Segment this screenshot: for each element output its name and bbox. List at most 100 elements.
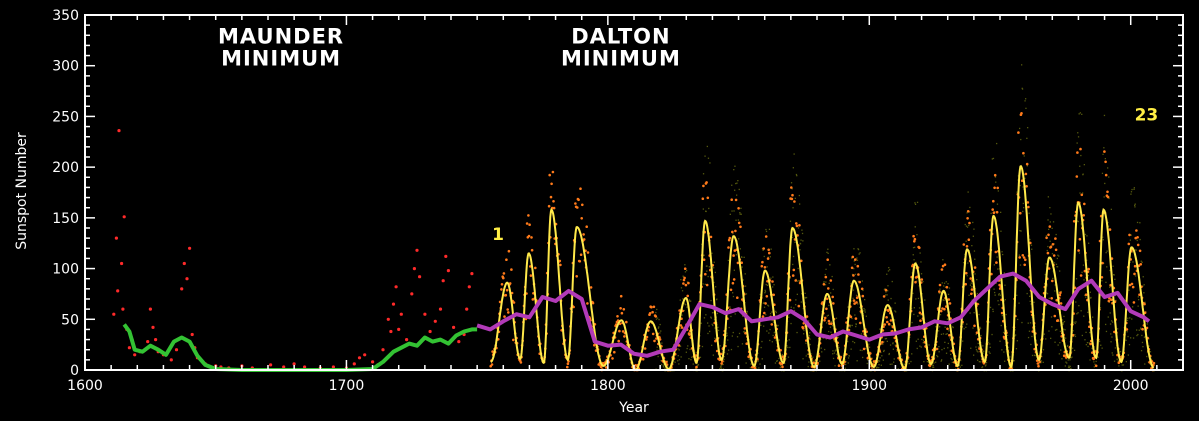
daily-point [771, 311, 773, 313]
daily-point [935, 361, 937, 363]
daily-point [824, 348, 826, 351]
monthly-point [800, 259, 803, 263]
y-tick-label: 0 [70, 363, 79, 379]
daily-point [887, 285, 889, 287]
monthly-point [1024, 258, 1027, 262]
daily-point [1122, 364, 1125, 366]
monthly-point [732, 254, 735, 257]
daily-point [744, 273, 746, 275]
daily-point [1118, 365, 1120, 367]
daily-point [924, 322, 927, 324]
daily-point [813, 368, 816, 370]
daily-point [686, 347, 688, 350]
monthly-point [1130, 282, 1134, 286]
daily-point [719, 345, 721, 347]
daily-point [1137, 333, 1139, 336]
daily-point [732, 292, 734, 294]
daily-point [680, 279, 682, 281]
daily-point [928, 362, 930, 364]
monthly-point [761, 260, 764, 264]
daily-point [945, 333, 947, 335]
daily-point [969, 206, 971, 209]
monthly-point [753, 366, 757, 370]
monthly-point [1138, 249, 1142, 253]
daily-point [810, 353, 813, 355]
daily-point [827, 314, 829, 316]
daily-point [1049, 240, 1051, 242]
daily-point [726, 334, 728, 336]
monthly-point [1037, 364, 1040, 368]
daily-point [888, 267, 890, 269]
monthly-point [973, 324, 976, 328]
daily-point [1004, 299, 1006, 301]
daily-point [769, 328, 771, 331]
daily-point [1099, 307, 1102, 309]
daily-point [1132, 337, 1135, 339]
daily-point [888, 352, 890, 355]
monthly-point [1027, 205, 1030, 209]
daily-point [943, 282, 946, 284]
daily-point [917, 297, 920, 300]
daily-point [1046, 293, 1049, 295]
daily-point [686, 306, 688, 308]
daily-point [1049, 207, 1051, 209]
daily-point [895, 311, 897, 313]
daily-point [1132, 306, 1134, 308]
daily-point [1050, 213, 1052, 215]
daily-point [1133, 187, 1135, 189]
daily-point [678, 349, 680, 351]
daily-point [1030, 343, 1032, 346]
early-point [151, 325, 155, 329]
daily-point [889, 269, 891, 271]
daily-point [979, 361, 981, 363]
daily-point [1134, 204, 1136, 206]
daily-point [1089, 291, 1091, 293]
daily-point [789, 277, 791, 279]
daily-point [706, 145, 708, 148]
daily-point [859, 252, 861, 254]
monthly-point [788, 298, 792, 302]
daily-point [674, 361, 676, 363]
daily-point [705, 314, 707, 316]
daily-point [922, 319, 924, 322]
monthly-point [1132, 301, 1136, 304]
monthly-point [611, 357, 614, 360]
daily-point [938, 292, 940, 295]
monthly-point [919, 319, 922, 323]
early-point [148, 307, 152, 311]
daily-point [720, 367, 723, 369]
daily-point [951, 358, 953, 361]
daily-point [835, 349, 837, 351]
early-point [122, 215, 126, 219]
monthly-point [1019, 211, 1022, 215]
daily-point [951, 361, 953, 363]
monthly-point [1106, 195, 1110, 199]
minimum-label: MAUNDER [218, 24, 344, 48]
daily-point [657, 327, 660, 329]
daily-point [723, 351, 726, 354]
monthly-point [552, 200, 555, 203]
daily-point [995, 181, 997, 183]
monthly-point [643, 347, 647, 350]
daily-point [876, 367, 878, 369]
daily-point [847, 357, 850, 359]
daily-point [719, 366, 722, 368]
daily-point [774, 362, 777, 364]
daily-point [952, 338, 955, 340]
daily-point [1050, 316, 1053, 318]
daily-point [765, 228, 767, 231]
monthly-point [1131, 285, 1135, 289]
daily-point [995, 282, 997, 284]
daily-point [942, 259, 944, 261]
daily-point [942, 299, 944, 301]
monthly-point [1054, 237, 1057, 240]
daily-point [1058, 255, 1060, 257]
monthly-point [887, 322, 891, 326]
early-point [399, 312, 403, 316]
daily-point [1040, 360, 1043, 362]
daily-point [713, 267, 715, 269]
monthly-point [918, 246, 921, 250]
daily-point [882, 359, 884, 361]
